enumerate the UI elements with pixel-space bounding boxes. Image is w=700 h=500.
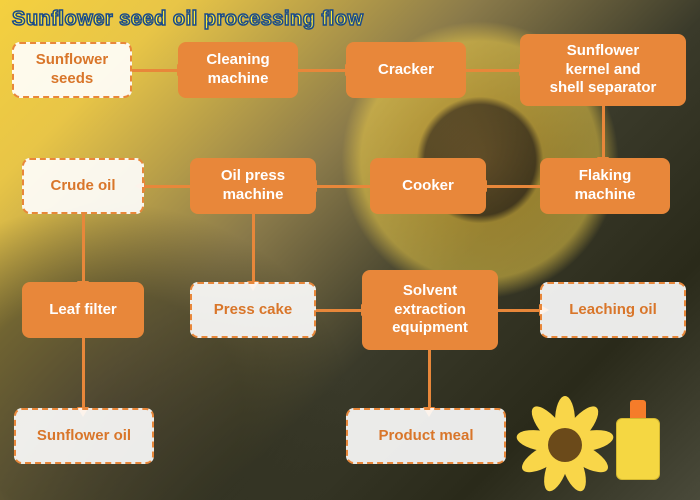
node-crude: Crude oil xyxy=(22,158,144,214)
arrow-cracker-separator xyxy=(466,69,520,72)
arrow-press-cake xyxy=(252,214,255,282)
node-solvent: Solventextractionequipment xyxy=(362,270,498,350)
arrow-cooker-press xyxy=(316,185,370,188)
node-flaking: Flakingmachine xyxy=(540,158,670,214)
node-sfoil: Sunflower oil xyxy=(14,408,154,464)
diagram-title: Sunflower seed oil processing flow xyxy=(12,8,364,31)
node-cake: Press cake xyxy=(190,282,316,338)
node-separator: Sunflowerkernel andshell separator xyxy=(520,34,686,106)
node-press: Oil pressmachine xyxy=(190,158,316,214)
arrow-press-crude xyxy=(144,185,190,188)
node-cracker: Cracker xyxy=(346,42,466,98)
oil-bottle-icon xyxy=(616,400,660,480)
arrow-separator-flaking xyxy=(602,106,605,158)
arrow-crude-leaf xyxy=(82,214,85,282)
arrow-solvent-leach xyxy=(498,309,540,312)
arrow-cake-solvent xyxy=(316,309,362,312)
arrow-leaf-sfoil xyxy=(82,338,85,408)
node-seeds: Sunflowerseeds xyxy=(12,42,132,98)
node-cooker: Cooker xyxy=(370,158,486,214)
node-meal: Product meal xyxy=(346,408,506,464)
arrow-cleaning-cracker xyxy=(298,69,346,72)
arrow-solvent-meal xyxy=(428,350,431,408)
node-leach: Leaching oil xyxy=(540,282,686,338)
sunflower-decor-icon xyxy=(520,400,610,490)
arrow-flaking-cooker xyxy=(486,185,540,188)
arrow-seeds-cleaning xyxy=(132,69,178,72)
node-leaf: Leaf filter xyxy=(22,282,144,338)
node-cleaning: Cleaningmachine xyxy=(178,42,298,98)
